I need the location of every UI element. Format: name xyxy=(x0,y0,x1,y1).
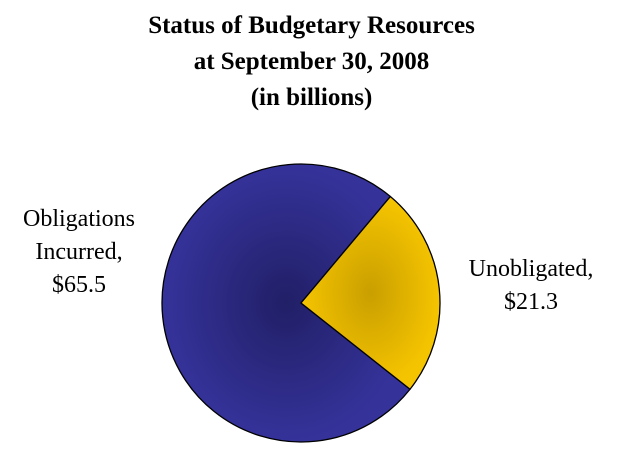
slice-label-obligations-incurred: Obligations Incurred, $65.5 xyxy=(4,203,154,302)
slice-label-obligations-line-1: Obligations xyxy=(23,206,135,232)
slice-label-unobligated: Unobligated, $21.3 xyxy=(456,253,606,319)
chart-title-line-2: at September 30, 2008 xyxy=(193,48,430,75)
slice-label-unobligated-line-1: Unobligated, xyxy=(468,256,594,282)
pie-slice-unobligated xyxy=(300,195,441,390)
pie-slice-obligations-incurred xyxy=(161,163,411,443)
chart-title-line-3: (in billions) xyxy=(250,84,373,111)
chart-title-line-1: Status of Budgetary Resources xyxy=(148,12,475,39)
slice-label-obligations-line-3: $65.5 xyxy=(52,272,106,298)
slice-label-obligations-line-2: Incurred, xyxy=(35,239,123,265)
slice-label-unobligated-line-2: $21.3 xyxy=(504,289,558,315)
chart-title: Status of Budgetary Resources at Septemb… xyxy=(0,8,623,116)
